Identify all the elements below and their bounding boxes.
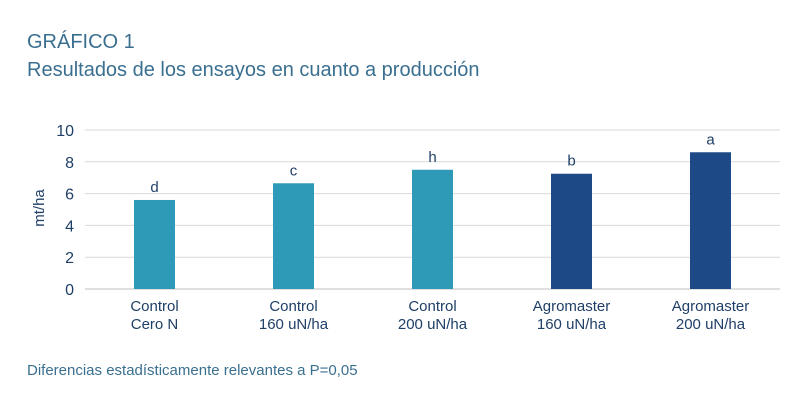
y-tick-label: 8 <box>65 155 74 172</box>
data-label: d <box>150 179 158 196</box>
data-label: a <box>706 131 715 148</box>
y-tick-label: 0 <box>65 282 74 299</box>
data-labels: d c h b a <box>150 131 715 196</box>
category-label: 200 uN/ha <box>676 316 746 333</box>
y-tick-label: 4 <box>65 218 74 235</box>
category-label: Cero N <box>131 316 179 333</box>
y-axis-label: mt/ha <box>31 189 48 227</box>
y-tick-label: 2 <box>65 250 74 267</box>
data-label: h <box>428 149 436 166</box>
bars <box>134 152 731 289</box>
chart-title: GRÁFICO 1 <box>27 31 135 53</box>
y-tick-label: 10 <box>56 123 74 140</box>
data-label: c <box>290 162 298 179</box>
category-label: 160 uN/ha <box>259 316 329 333</box>
category-label: Agromaster <box>672 298 750 315</box>
category-label: 200 uN/ha <box>398 316 468 333</box>
bar <box>412 169 453 289</box>
y-tick-label: 6 <box>65 187 74 204</box>
bar <box>551 173 592 289</box>
bar <box>273 183 314 289</box>
category-label: Control <box>408 298 456 315</box>
bar <box>134 199 175 289</box>
y-tick-labels: 0 2 4 6 8 10 <box>56 123 74 299</box>
bar <box>690 152 731 289</box>
data-label: b <box>567 153 575 170</box>
category-label: Control <box>130 298 178 315</box>
chart-subtitle: Resultados de los ensayos en cuanto a pr… <box>27 59 480 81</box>
category-label: 160 uN/ha <box>537 316 607 333</box>
category-label: Agromaster <box>533 298 611 315</box>
category-label: Control <box>269 298 317 315</box>
footnote: Diferencias estadísticamente relevantes … <box>27 362 358 379</box>
